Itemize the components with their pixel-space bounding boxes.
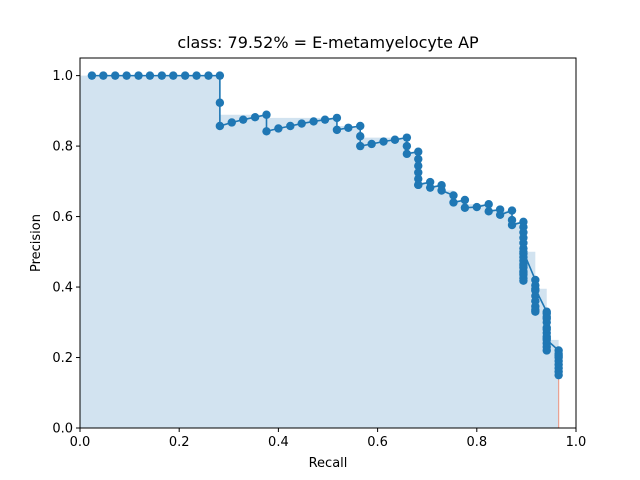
y-tick-label: 0.4 [52,281,73,296]
data-point [227,118,236,127]
data-point [250,113,260,122]
data-point [402,149,412,159]
data-point [402,133,412,142]
data-point [145,71,155,80]
data-point [274,124,283,133]
data-point [157,71,167,80]
chart-title: class: 79.52% = E-metamyelocyte AP [177,33,479,52]
data-point [169,71,178,80]
point-layer [87,71,563,380]
data-point [460,203,470,212]
data-point [542,314,551,323]
data-point [215,121,225,131]
data-point [99,71,108,80]
data-point [507,220,517,230]
x-tick-label: 0.6 [367,435,388,450]
data-point [484,200,493,209]
data-point [356,132,365,141]
data-point [460,195,470,205]
data-point [356,121,365,131]
data-point [262,127,271,136]
data-point [332,113,342,123]
data-point [356,141,365,151]
data-point [297,119,306,128]
x-tick-label: 0.8 [466,435,487,450]
data-point [180,71,190,80]
data-point [414,161,423,171]
data-point [414,168,423,177]
data-point [414,154,423,164]
data-point [344,123,353,132]
data-point [87,71,97,80]
data-point [414,174,423,184]
x-tick-label: 0.4 [268,435,289,450]
data-point [192,71,201,80]
data-point [390,135,400,144]
data-point [134,71,143,80]
data-point [484,207,493,216]
data-point [531,307,540,316]
data-point [542,335,551,345]
data-point [414,180,423,190]
y-axis-ticks: 0.0 0.2 0.4 0.6 0.8 1.0 [52,69,80,437]
data-point [554,351,563,360]
data-point [238,115,248,124]
data-point [449,198,458,207]
x-tick-label: 0.0 [70,435,91,450]
data-point [367,139,376,149]
data-point [425,183,435,192]
data-point [542,346,551,355]
y-axis-label: Precision [29,214,44,272]
y-tick-label: 0.6 [52,210,73,225]
data-point [414,147,423,156]
data-point [437,186,446,195]
data-point [122,71,131,80]
data-point [519,261,528,271]
data-point [554,370,563,380]
x-axis-ticks: 0.0 0.2 0.4 0.6 0.8 1.0 [70,428,587,450]
area-under-curve [80,75,559,428]
data-point [531,284,540,294]
data-point [320,115,330,124]
data-point [111,71,120,80]
data-point [495,210,505,220]
data-point [309,117,318,126]
y-tick-label: 0.2 [52,351,73,366]
x-axis-label: Recall [309,456,348,471]
x-tick-label: 0.2 [169,435,190,450]
data-point [215,98,225,107]
data-point [332,125,342,135]
fill-layer [80,75,560,428]
y-tick-label: 0.0 [52,422,73,437]
x-tick-label: 1.0 [566,435,587,450]
data-point [507,206,517,215]
data-point [449,191,458,200]
data-point [215,71,225,80]
data-point [542,325,551,334]
data-point [519,268,528,278]
data-point [286,121,295,131]
data-point [402,141,412,151]
data-point [472,202,481,212]
y-tick-label: 1.0 [52,69,73,84]
data-point [379,137,388,146]
plot-frame [79,57,577,429]
data-point [262,110,271,119]
data-point [519,276,528,285]
data-point [519,247,528,257]
y-tick-label: 0.8 [52,140,73,155]
data-point [204,71,213,80]
